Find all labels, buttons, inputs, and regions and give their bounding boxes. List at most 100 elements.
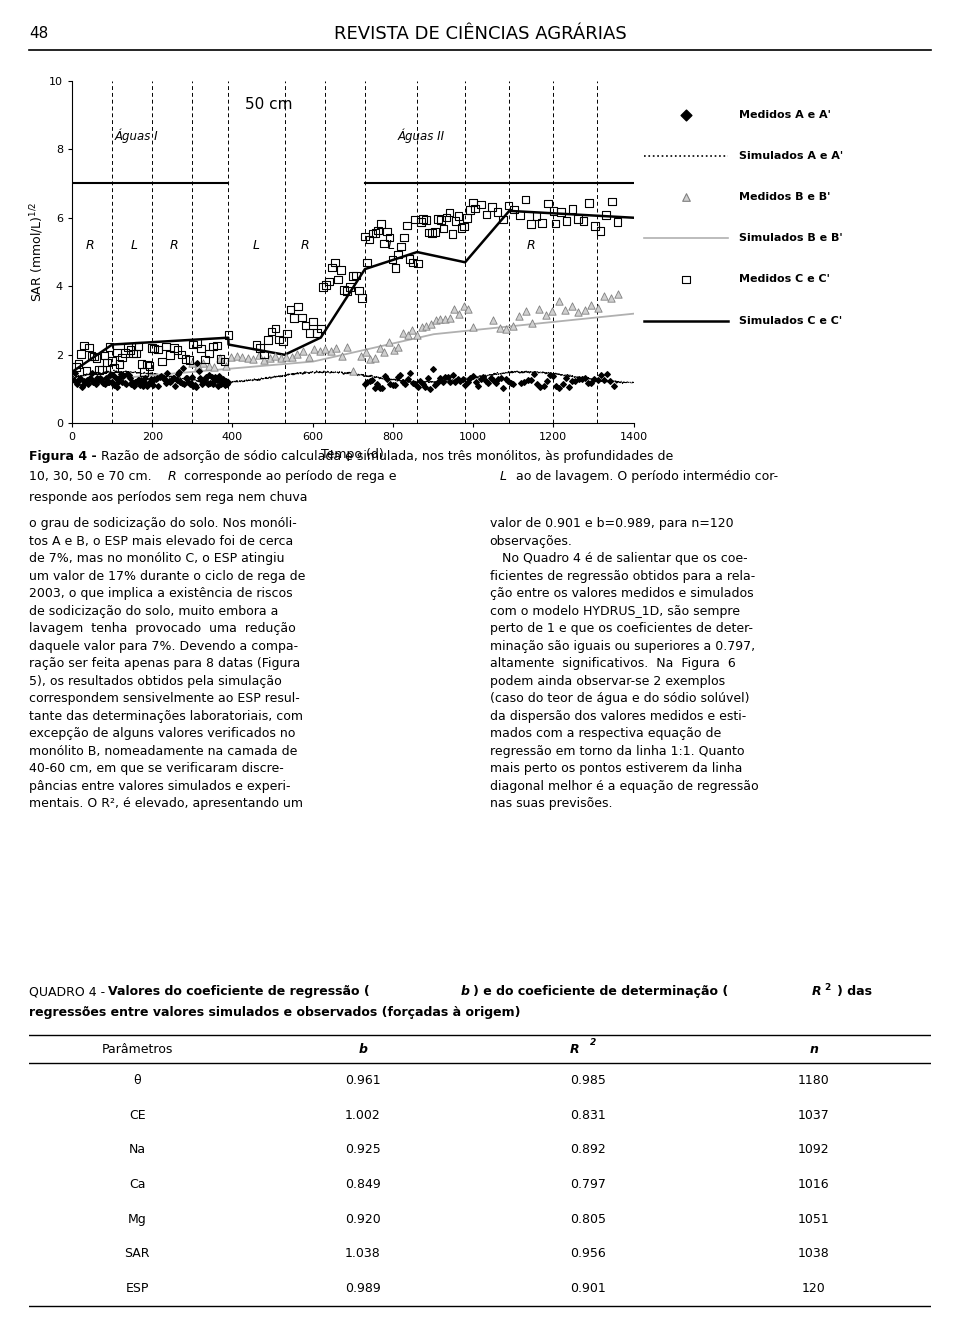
Point <box>132 374 148 395</box>
Point <box>70 371 85 392</box>
Point <box>428 309 444 331</box>
Point <box>486 309 501 331</box>
Point <box>128 371 143 392</box>
Text: 1092: 1092 <box>798 1144 829 1156</box>
Text: L: L <box>499 470 506 484</box>
Point <box>174 372 189 394</box>
Point <box>130 370 145 391</box>
Point <box>290 344 305 366</box>
Point <box>367 347 382 368</box>
Text: REVISTA DE CIÊNCIAS AGRÁRIAS: REVISTA DE CIÊNCIAS AGRÁRIAS <box>334 24 626 43</box>
Point <box>463 199 478 220</box>
Point <box>582 192 597 214</box>
Point <box>678 269 693 290</box>
Point <box>198 349 213 371</box>
Point <box>555 374 570 395</box>
Point <box>315 276 330 297</box>
Point <box>610 211 625 233</box>
Point <box>475 367 491 388</box>
Point <box>357 374 372 395</box>
Point <box>107 358 122 379</box>
Point <box>597 285 612 306</box>
Point <box>544 300 560 321</box>
Point <box>606 375 621 396</box>
Point <box>368 378 383 399</box>
Point <box>478 370 493 391</box>
Point <box>202 355 217 376</box>
Point <box>212 347 228 368</box>
Point <box>216 368 231 390</box>
Point <box>603 370 618 391</box>
Point <box>147 368 162 390</box>
Point <box>120 336 135 358</box>
Point <box>501 195 516 216</box>
Text: b: b <box>358 1043 367 1055</box>
Point <box>187 375 203 396</box>
Point <box>411 253 426 274</box>
Point <box>446 298 462 320</box>
Point <box>240 348 255 370</box>
Text: n: n <box>809 1043 818 1055</box>
Text: 1.038: 1.038 <box>345 1247 380 1261</box>
Point <box>74 343 89 364</box>
Point <box>372 337 387 359</box>
Point <box>553 202 568 223</box>
Point <box>610 284 625 305</box>
Point <box>318 274 333 296</box>
Point <box>444 223 460 245</box>
Point <box>126 375 141 396</box>
Point <box>166 337 181 359</box>
Point <box>79 360 94 382</box>
Point <box>443 371 458 392</box>
Point <box>193 337 208 359</box>
Point <box>454 218 469 239</box>
Point <box>479 204 494 226</box>
Point <box>133 370 149 391</box>
Text: R: R <box>170 239 179 251</box>
Point <box>104 371 119 392</box>
Point <box>249 335 264 356</box>
Point <box>206 356 222 378</box>
Point <box>89 348 105 370</box>
Point <box>395 371 410 392</box>
Point <box>298 314 313 336</box>
Point <box>200 372 215 394</box>
Point <box>74 376 89 398</box>
Text: ) e do coeficiente de determinação (: ) e do coeficiente de determinação ( <box>472 985 728 999</box>
Point <box>71 353 86 375</box>
Text: 1037: 1037 <box>798 1109 829 1122</box>
Text: Águas II: Águas II <box>397 128 444 142</box>
Point <box>433 210 448 231</box>
Point <box>413 370 428 391</box>
Point <box>94 359 109 380</box>
Text: 10, 30, 50 e 70 cm.: 10, 30, 50 e 70 cm. <box>29 470 156 484</box>
Point <box>105 349 120 371</box>
Point <box>397 374 413 395</box>
Point <box>447 211 463 233</box>
Text: 2: 2 <box>825 982 831 992</box>
Point <box>514 372 529 394</box>
Point <box>73 368 88 390</box>
Point <box>441 367 456 388</box>
Point <box>301 323 317 344</box>
Point <box>533 376 548 398</box>
Text: corresponde ao período de rega e: corresponde ao período de rega e <box>180 470 401 484</box>
Point <box>194 370 209 391</box>
Point <box>581 372 596 394</box>
Point <box>272 328 287 349</box>
Point <box>206 371 222 392</box>
Point <box>213 374 228 395</box>
Point <box>117 372 132 394</box>
Point <box>427 375 443 396</box>
Point <box>438 308 453 329</box>
Point <box>80 370 95 391</box>
Point <box>382 374 397 395</box>
Point <box>69 374 84 395</box>
Point <box>268 317 283 339</box>
Point <box>390 366 405 387</box>
Point <box>400 324 416 345</box>
Text: 1.002: 1.002 <box>345 1109 380 1122</box>
Text: R: R <box>168 470 177 484</box>
Point <box>122 367 137 388</box>
Point <box>86 345 102 367</box>
